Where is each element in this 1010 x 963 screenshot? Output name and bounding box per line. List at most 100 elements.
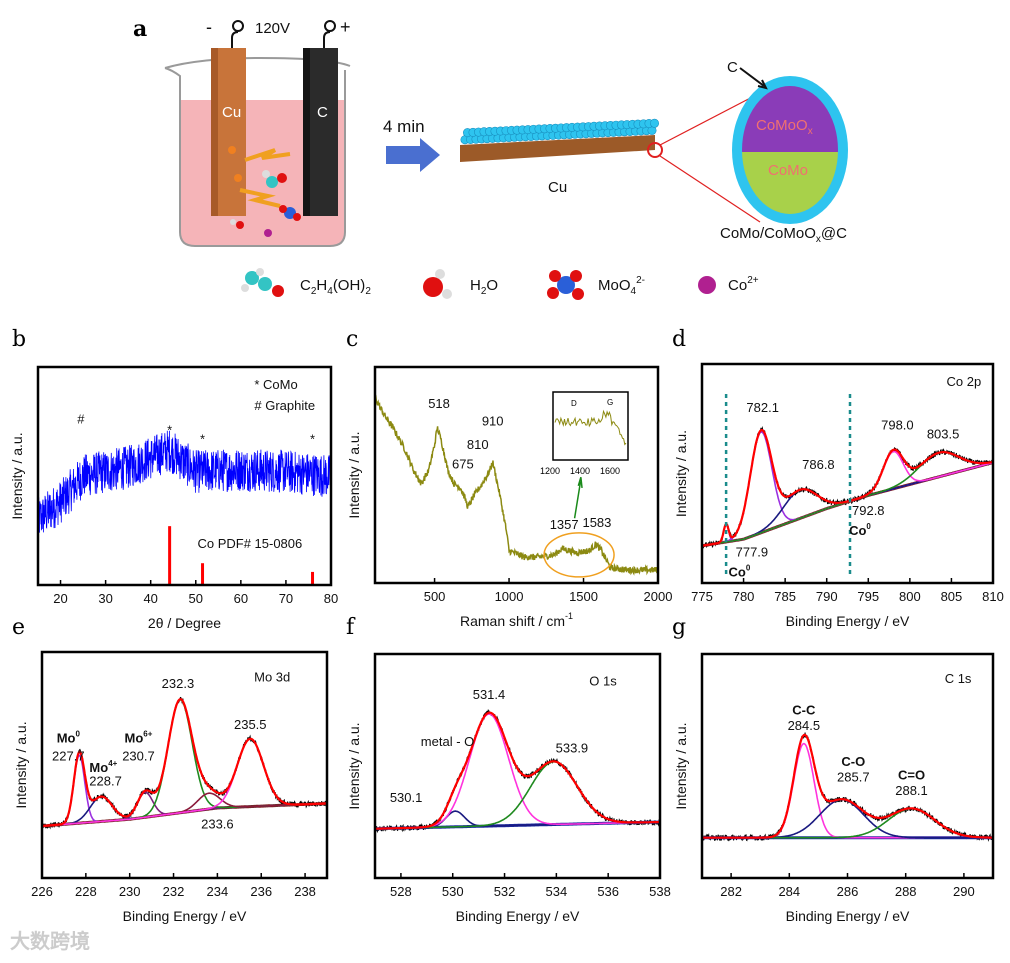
panel-letter: d bbox=[672, 327, 686, 352]
x-tick-label: 528 bbox=[390, 884, 412, 899]
annotation: * bbox=[200, 431, 205, 446]
x-tick-label: 780 bbox=[733, 589, 755, 604]
annotation-text: 232.3 bbox=[162, 676, 195, 691]
annotation-text: Co bbox=[729, 564, 746, 579]
annotation: 232.3 bbox=[162, 676, 195, 691]
x-tick-label: 226 bbox=[31, 884, 53, 899]
annotation: 792.8 bbox=[852, 503, 885, 518]
x-tick-label: 790 bbox=[816, 589, 838, 604]
panel-letter: b bbox=[12, 327, 26, 352]
annotation-text: 288.1 bbox=[895, 783, 928, 798]
annotation: # bbox=[77, 412, 85, 427]
annotation: 533.9 bbox=[556, 741, 589, 756]
molecule-icon bbox=[236, 221, 244, 229]
x-tick-label: 800 bbox=[899, 589, 921, 604]
inset-frame bbox=[552, 391, 629, 461]
y-axis-label: Intensity / a.u. bbox=[673, 430, 689, 517]
highlight-ellipse bbox=[543, 532, 615, 578]
watermark: 大数跨境 bbox=[10, 929, 90, 953]
annotation: C-C bbox=[792, 702, 816, 717]
legend-cobalt-ion: Co2+ bbox=[698, 275, 759, 294]
x-axis-label-text: Binding Energy / eV bbox=[123, 908, 247, 924]
inset-tick-label: 1200 bbox=[540, 466, 560, 476]
inset-tick-label: 1400 bbox=[570, 466, 590, 476]
x-tick-label: 785 bbox=[774, 589, 796, 604]
y-axis-label: Intensity / a.u. bbox=[346, 431, 362, 518]
spark-icon bbox=[244, 148, 291, 162]
plot-area bbox=[38, 430, 331, 585]
carbon-electrode bbox=[310, 48, 338, 216]
x-tick-label: 1000 bbox=[495, 589, 524, 604]
y-axis-label: Intensity / a.u. bbox=[346, 722, 362, 809]
c-electrode-label: C bbox=[317, 104, 328, 121]
voltage-label: 120V bbox=[255, 20, 290, 37]
x-tick-label: 282 bbox=[720, 884, 742, 899]
legend-ethylene-glycol: C2H4(OH)2 bbox=[241, 268, 371, 297]
annotation-text: metal - O bbox=[421, 734, 474, 749]
annotation: O 1s bbox=[589, 673, 617, 688]
x-tick-label: 795 bbox=[857, 589, 879, 604]
x-tick-label: 288 bbox=[895, 884, 917, 899]
annotation: Co0 bbox=[849, 522, 871, 538]
x-axis-label: 2θ / Degree bbox=[148, 615, 221, 631]
x-tick-label: 232 bbox=[163, 884, 185, 899]
x-axis-label: Raman shift / cm-1 bbox=[460, 611, 573, 629]
annotation: 531.4 bbox=[473, 687, 506, 702]
x-tick-label: 228 bbox=[75, 884, 97, 899]
y-axis-label: Intensity / a.u. bbox=[13, 721, 29, 808]
annotation: 786.8 bbox=[802, 457, 835, 472]
x-tick-label: 236 bbox=[250, 884, 272, 899]
x-tick-label: 70 bbox=[279, 591, 293, 606]
annotation-text: Mo 3d bbox=[254, 669, 290, 684]
raw-data-line bbox=[375, 708, 660, 834]
x-tick-label: 530 bbox=[442, 884, 464, 899]
annotation-text: 803.5 bbox=[927, 426, 960, 441]
x-tick-label: 50 bbox=[189, 591, 203, 606]
annotation: 782.1 bbox=[746, 400, 779, 415]
panel-d: d 775 780 785 790 795 800 805 810 Binding Energy … bbox=[672, 327, 1004, 629]
x-tick-label: 1500 bbox=[569, 589, 598, 604]
cu-electrode-label: Cu bbox=[222, 104, 241, 121]
y-axis-label: Intensity / a.u. bbox=[9, 432, 25, 519]
annotation-text: C=O bbox=[898, 767, 925, 782]
legend-label: MoO42- bbox=[598, 275, 645, 297]
plot-area bbox=[702, 425, 993, 549]
annotation-text: 230.7 bbox=[122, 748, 155, 763]
xrd-series-line bbox=[38, 430, 331, 533]
panel-g: g 282 284 286 288 290 Binding Energy / eV Inten… bbox=[672, 615, 995, 924]
x-tick-label: 284 bbox=[778, 884, 800, 899]
annotation: Mo 3d bbox=[254, 669, 290, 684]
inset-arrowhead-icon bbox=[577, 476, 583, 489]
fit-component-288.2 bbox=[702, 807, 993, 839]
annotation: metal - O bbox=[421, 734, 474, 749]
annotation-text: 798.0 bbox=[881, 418, 914, 433]
raw-data-line bbox=[702, 732, 993, 842]
annotation: 228.7 bbox=[89, 773, 122, 788]
molecule-icon bbox=[284, 207, 296, 219]
annotation: 675 bbox=[452, 457, 474, 472]
x-axis-label-text: Raman shift / cm bbox=[460, 613, 565, 629]
core-label: CoMo bbox=[768, 162, 808, 179]
fit-envelope-line bbox=[702, 428, 993, 547]
panel-letter: e bbox=[12, 615, 25, 640]
annotation-text: 777.9 bbox=[736, 545, 769, 560]
annotation-text: Co PDF# 15-0806 bbox=[197, 536, 302, 551]
annotation-sup: 0 bbox=[75, 729, 80, 738]
plot-area bbox=[375, 394, 658, 576]
spark-icon bbox=[239, 188, 281, 208]
nanoparticle-layer bbox=[460, 118, 659, 145]
annotation: 235.5 bbox=[234, 717, 267, 732]
inset-label-g: G bbox=[607, 398, 613, 407]
x-tick-label: 80 bbox=[324, 591, 338, 606]
fit-component-285.8 bbox=[702, 798, 993, 839]
inset-arrow-icon bbox=[573, 481, 582, 519]
annotation-text: 228.7 bbox=[89, 773, 122, 788]
x-tick-label: 40 bbox=[143, 591, 157, 606]
panel-c: c D G 1200 1400 1600 500 1000 1500 2000 Raman shif… bbox=[346, 327, 672, 629]
annotation: 233.6 bbox=[201, 816, 234, 831]
x-axis-label-sup: -1 bbox=[565, 611, 573, 621]
legend-molybdate: MoO42- bbox=[547, 270, 645, 300]
x-axis-label: Binding Energy / eV bbox=[786, 613, 910, 629]
annotation-sup: 0 bbox=[866, 522, 871, 531]
plot-area bbox=[42, 696, 327, 830]
